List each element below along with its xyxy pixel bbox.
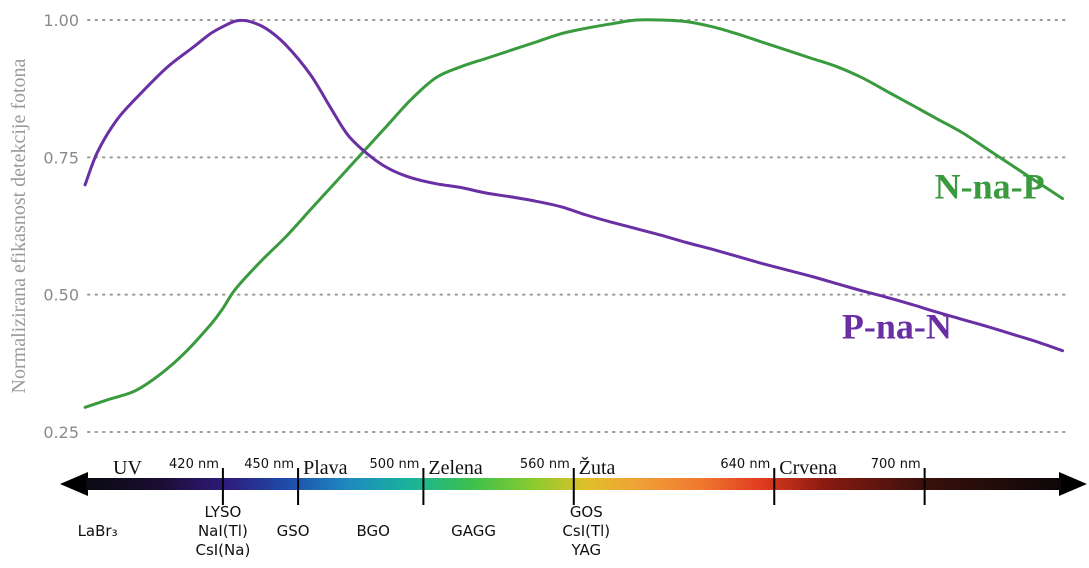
series-line-n-na-p xyxy=(83,18,1064,409)
wavelength-tick-label: 640 nm xyxy=(720,457,770,472)
series-line-p-na-n xyxy=(83,18,1064,353)
band-label-zelena: Zelena xyxy=(428,457,483,479)
gridlines xyxy=(87,19,1069,433)
color-band-labels: UV Plava Zelena Žuta Crvena xyxy=(113,456,837,479)
wavelength-tick-label: 560 nm xyxy=(520,457,570,472)
material-label: CsI(Na) xyxy=(195,541,250,559)
y-tick-label: 0.75 xyxy=(43,148,79,167)
wavelength-tick-label: 500 nm xyxy=(370,457,420,472)
series-labels: N-na-P P-na-N xyxy=(842,167,1045,347)
wavelength-tick-label: 700 nm xyxy=(871,457,921,472)
wavelength-ticks: 420 nm 450 nm 500 nm 560 nm 640 nm 700 nm xyxy=(169,457,926,505)
y-axis-ticks: 1.00 0.75 0.50 0.25 xyxy=(43,11,79,442)
wavelength-tick-label: 450 nm xyxy=(244,457,294,472)
material-label: NaI(Tl) xyxy=(198,522,248,540)
y-tick-label: 1.00 xyxy=(43,11,79,30)
band-label-uv: UV xyxy=(113,457,142,479)
y-tick-label: 0.25 xyxy=(43,423,79,442)
data-series xyxy=(83,18,1064,409)
series-label-p-na-n: P-na-N xyxy=(842,307,952,347)
material-label: CsI(Tl) xyxy=(562,522,610,540)
y-tick-label: 0.50 xyxy=(43,286,79,305)
material-label: GOS xyxy=(570,503,603,521)
left-arrowhead xyxy=(60,472,88,496)
material-label: GAGG xyxy=(451,522,496,540)
right-arrowhead xyxy=(1059,472,1087,496)
band-label-crvena: Crvena xyxy=(779,457,837,479)
wavelength-tick-label: 420 nm xyxy=(169,457,219,472)
band-label-plava: Plava xyxy=(303,457,348,479)
material-label: LaBr₃ xyxy=(78,522,118,540)
series-label-n-na-p: N-na-P xyxy=(935,167,1045,207)
band-label-žuta: Žuta xyxy=(579,456,616,479)
material-label: GSO xyxy=(277,522,310,540)
material-label: BGO xyxy=(357,522,390,540)
material-label: LYSO xyxy=(204,503,241,521)
y-axis-label: Normalizirana efikasnost detekcije foton… xyxy=(8,58,30,393)
material-label: YAG xyxy=(570,541,601,559)
